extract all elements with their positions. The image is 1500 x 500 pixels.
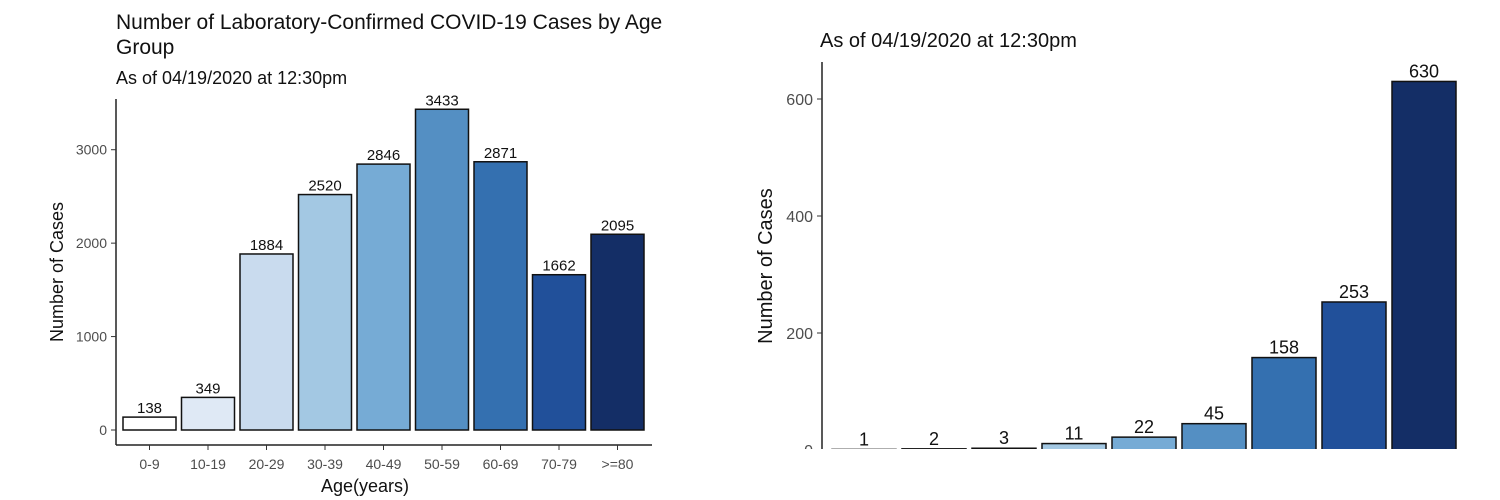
right-data-label: 3 <box>999 428 1009 448</box>
left-data-label: 2520 <box>308 178 341 195</box>
right-bar <box>1321 301 1387 449</box>
left-y-tick-label: 0 <box>99 422 107 438</box>
left-data-label: 3433 <box>425 92 458 109</box>
left-data-label: 2095 <box>601 217 634 234</box>
left-chart-subtitle: As of 04/19/2020 at 12:30pm <box>116 68 348 88</box>
left-x-tick-label: 50-59 <box>424 456 460 472</box>
right-bar <box>1041 442 1107 449</box>
left-x-axis-title: Age(years) <box>321 476 409 496</box>
right-bar <box>831 448 897 449</box>
left-data-label: 138 <box>137 400 162 417</box>
left-x-tick-label: 70-79 <box>541 456 577 472</box>
right-y-tick-label: 0 <box>804 443 813 460</box>
right-data-label: 22 <box>1134 417 1154 437</box>
left-x-tick-label: 40-49 <box>366 456 402 472</box>
right-bar <box>1251 356 1317 449</box>
right-chart-subtitle: As of 04/19/2020 at 12:30pm <box>820 30 1077 52</box>
left-x-tick-label: >=80 <box>602 456 634 472</box>
left-bar <box>239 253 294 431</box>
right-bar <box>1111 436 1177 449</box>
left-bar <box>590 233 645 431</box>
left-x-tick-label: 60-69 <box>483 456 519 472</box>
right-bar <box>971 447 1037 449</box>
right-bar <box>1181 422 1247 449</box>
right-plot-group: 0 200 400 600 1 2 3 11 22 45 158 253 630 <box>786 61 1457 460</box>
right-y-axis-title: Number of Cases <box>755 188 777 344</box>
right-y-tick-label: 600 <box>786 92 813 109</box>
left-bar <box>531 273 587 431</box>
left-x-tick-label: 10-19 <box>190 456 226 472</box>
right-data-label: 2 <box>929 429 939 449</box>
left-data-label: 2871 <box>484 145 517 162</box>
right-y-tick-label: 200 <box>786 326 813 343</box>
left-bar <box>122 416 177 431</box>
right-data-label: 45 <box>1204 404 1224 424</box>
right-data-label: 158 <box>1269 338 1299 358</box>
right-y-tick-label: 400 <box>786 209 813 226</box>
left-bar <box>180 396 236 431</box>
left-chart-panel: Number of Laboratory-Confirmed COVID-19 … <box>0 0 700 500</box>
right-data-label: 253 <box>1339 282 1369 302</box>
right-data-label: 630 <box>1409 61 1439 81</box>
left-chart-svg: 0 1000 2000 3000 138 0-9 349 10-19 1884 20-29 2520… <box>47 92 652 496</box>
left-data-label: 1884 <box>250 237 283 254</box>
right-chart-svg: 0 200 400 600 1 2 3 11 22 45 158 253 630 Number of Ca… <box>755 61 1457 460</box>
left-data-label: 349 <box>195 380 220 397</box>
left-data-label: 2846 <box>367 147 400 164</box>
right-bar <box>901 448 967 449</box>
right-data-label: 11 <box>1065 424 1084 444</box>
right-data-label: 1 <box>859 429 869 449</box>
left-chart-title: Number of Laboratory-Confirmed COVID-19 … <box>116 11 663 59</box>
left-y-tick-label: 3000 <box>76 142 107 158</box>
right-bar <box>1391 80 1457 449</box>
right-chart-panel: As of 04/19/2020 at 12:30pm 0 200 400 600 1 2… <box>720 0 1500 500</box>
left-bar <box>356 163 411 431</box>
left-y-tick-label: 1000 <box>76 329 107 345</box>
left-bar <box>473 161 528 431</box>
left-bar <box>414 108 470 431</box>
left-bar <box>297 193 353 431</box>
left-y-axis-title: Number of Cases <box>47 202 67 342</box>
left-y-tick-label: 2000 <box>76 235 107 251</box>
left-x-tick-label: 0-9 <box>139 456 159 472</box>
left-x-tick-label: 30-39 <box>307 456 343 472</box>
left-x-tick-label: 20-29 <box>249 456 285 472</box>
left-data-label: 1662 <box>542 258 575 275</box>
